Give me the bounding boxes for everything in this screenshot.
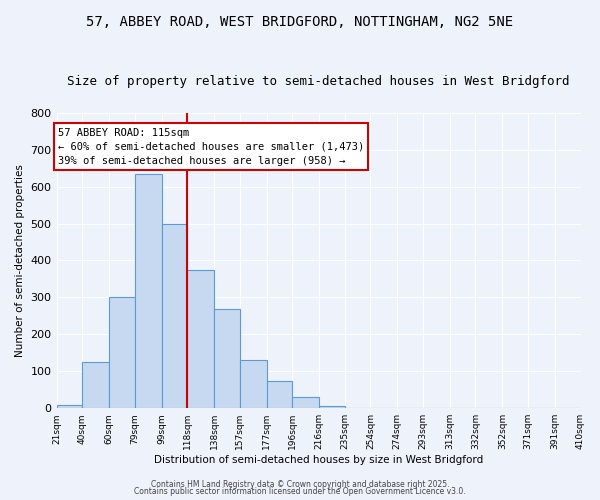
Bar — [187, 270, 214, 408]
Text: Contains HM Land Registry data © Crown copyright and database right 2025.: Contains HM Land Registry data © Crown c… — [151, 480, 449, 489]
Text: 57, ABBEY ROAD, WEST BRIDGFORD, NOTTINGHAM, NG2 5NE: 57, ABBEY ROAD, WEST BRIDGFORD, NOTTINGH… — [86, 15, 514, 29]
Y-axis label: Number of semi-detached properties: Number of semi-detached properties — [15, 164, 25, 357]
X-axis label: Distribution of semi-detached houses by size in West Bridgford: Distribution of semi-detached houses by … — [154, 455, 483, 465]
Bar — [134, 174, 161, 408]
Text: 57 ABBEY ROAD: 115sqm
← 60% of semi-detached houses are smaller (1,473)
39% of s: 57 ABBEY ROAD: 115sqm ← 60% of semi-deta… — [58, 128, 364, 166]
Bar — [82, 362, 109, 408]
Bar — [161, 224, 187, 408]
Bar — [240, 360, 266, 408]
Bar — [292, 397, 319, 408]
Bar — [319, 406, 345, 408]
Bar — [56, 404, 82, 408]
Bar — [109, 298, 134, 408]
Text: Contains public sector information licensed under the Open Government Licence v3: Contains public sector information licen… — [134, 487, 466, 496]
Title: Size of property relative to semi-detached houses in West Bridgford: Size of property relative to semi-detach… — [67, 75, 570, 88]
Bar — [214, 308, 240, 408]
Bar — [266, 380, 292, 408]
